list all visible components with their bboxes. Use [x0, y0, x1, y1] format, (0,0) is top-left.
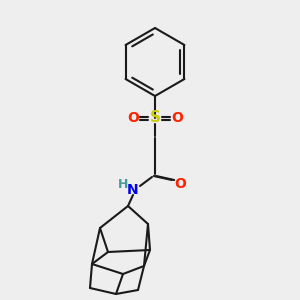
- Text: N: N: [127, 183, 139, 197]
- Text: O: O: [171, 111, 183, 125]
- Text: H: H: [118, 178, 128, 190]
- Text: S: S: [149, 110, 161, 125]
- Text: O: O: [174, 177, 186, 191]
- Text: O: O: [127, 111, 139, 125]
